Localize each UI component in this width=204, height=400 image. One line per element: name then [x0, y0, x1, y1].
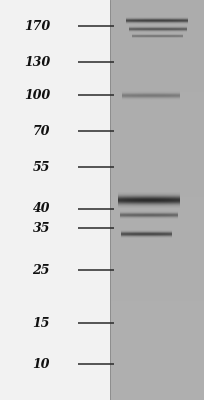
Text: 100: 100	[24, 89, 50, 102]
Text: 15: 15	[32, 317, 50, 330]
Text: 55: 55	[32, 161, 50, 174]
Text: 170: 170	[24, 20, 50, 32]
Text: 40: 40	[32, 202, 50, 215]
Text: 10: 10	[32, 358, 50, 370]
Bar	[0, 0, 110, 400]
Text: 130: 130	[24, 56, 50, 68]
Text: 25: 25	[32, 264, 50, 276]
Text: 35: 35	[32, 222, 50, 234]
Text: 70: 70	[32, 125, 50, 138]
